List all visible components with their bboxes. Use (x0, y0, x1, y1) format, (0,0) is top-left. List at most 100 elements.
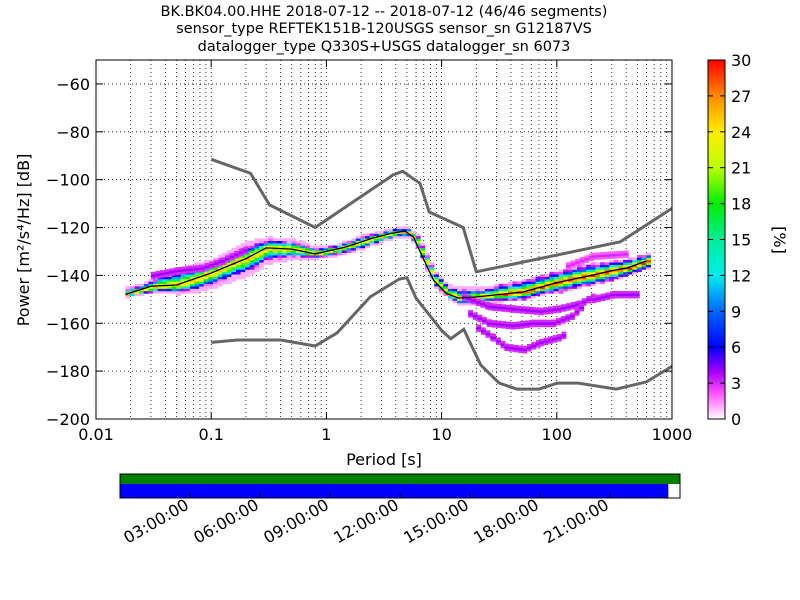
psd-heatmap-cell (263, 250, 269, 253)
psd-heatmap-cell (268, 252, 274, 256)
psd-outlier-cell (520, 325, 526, 329)
psd-heatmap-cell (277, 250, 283, 253)
psd-heatmap-cell (553, 286, 559, 289)
psd-heatmap-cell (388, 238, 393, 241)
psd-heatmap-cell (392, 233, 398, 237)
psd-heatmap-cell (254, 262, 260, 265)
psd-outlier-cell (185, 270, 191, 274)
psd-outlier-cell (484, 306, 490, 310)
psd-heatmap-cell (604, 267, 610, 270)
psd-heatmap-cell (374, 231, 380, 234)
psd-heatmap-cell (567, 286, 573, 289)
psd-heatmap-cell (604, 274, 610, 277)
psd-heatmap-cell (365, 235, 370, 239)
psd-heatmap-cell (180, 286, 186, 289)
psd-outlier-cell (531, 322, 537, 325)
psd-heatmap-cell (627, 264, 633, 268)
psd-outlier-cell (591, 257, 597, 261)
psd-heatmap-cell (498, 298, 504, 301)
psd-heatmap-cell (503, 293, 509, 297)
psd-heatmap-cell (397, 235, 403, 239)
psd-heatmap-cell (535, 283, 541, 287)
psd-outlier-cell (565, 262, 571, 265)
psd-heatmap-cell (457, 298, 463, 301)
psd-heatmap-cell (240, 262, 246, 265)
psd-heatmap-cell (558, 278, 564, 282)
psd-heatmap-cell (249, 240, 255, 244)
psd-heatmap-cell (553, 283, 559, 287)
psd-heatmap-cell (576, 274, 582, 277)
psd-heatmap-cell (512, 283, 518, 287)
psd-outlier-cell (614, 251, 620, 254)
psd-outlier-cell (174, 269, 179, 273)
psd-heatmap-cell (600, 267, 605, 270)
psd-outlier-cell (505, 321, 511, 325)
psd-outlier-cell (513, 349, 519, 353)
psd-heatmap-cell (199, 286, 205, 289)
psd-heatmap-cell (600, 281, 605, 285)
psd-heatmap-cell (199, 283, 205, 287)
psd-outlier-cell (510, 324, 516, 328)
psd-heatmap-cell (457, 293, 463, 297)
psd-heatmap-cell (576, 286, 582, 289)
psd-heatmap-cell (277, 238, 283, 241)
psd-heatmap-cell (199, 262, 205, 265)
psd-heatmap-cell (240, 276, 246, 280)
psd-heatmap-cell (355, 247, 361, 251)
psd-heatmap-cell (618, 259, 624, 263)
psd-heatmap-cell (457, 288, 463, 292)
psd-outlier-cell (501, 304, 507, 308)
psd-heatmap-cell (295, 255, 301, 258)
psd-heatmap-cell (245, 240, 251, 244)
psd-heatmap-cell (286, 245, 292, 249)
psd-heatmap-cell (217, 271, 223, 275)
psd-heatmap-cell (489, 295, 495, 299)
colorbar: 0 3 6 9 12 15 18 21 24 27 30 [%] (707, 51, 789, 429)
psd-outlier-cell (616, 295, 622, 299)
colorbar-label: [%] (770, 226, 789, 254)
psd-heatmap-cell (480, 293, 486, 297)
psd-outlier-cell (174, 272, 179, 275)
psd-heatmap-cell (240, 269, 246, 273)
psd-heatmap-cell (484, 300, 490, 304)
psd-heatmap-cell (259, 252, 264, 256)
psd-heatmap-cell (494, 300, 499, 304)
psd-heatmap-cell (208, 278, 214, 282)
psd-heatmap-cell (259, 240, 264, 244)
psd-outlier-cell (213, 264, 219, 268)
psd-heatmap-cell (558, 269, 564, 273)
nhnm-line (210, 157, 672, 274)
psd-heatmap-cell (259, 255, 264, 258)
psd-outlier-cell (169, 268, 175, 272)
psd-outlier-cell (150, 276, 156, 280)
psd-outlier-cell (561, 334, 567, 337)
psd-outlier-cell (579, 261, 585, 265)
psd-heatmap-cell (185, 276, 191, 280)
psd-outlier-cell (155, 275, 161, 279)
psd-heatmap-cell (355, 240, 361, 244)
psd-outlier-cell (584, 255, 590, 259)
psd-outlier-cell (543, 307, 549, 310)
psd-outlier-cell (505, 323, 511, 327)
psd-outlier-cell (481, 321, 487, 325)
psd-heatmap-cell (291, 245, 297, 249)
psd-heatmap-cell (374, 243, 380, 246)
psd-outlier-cell (574, 308, 580, 311)
psd-heatmap-cell (295, 252, 301, 256)
psd-heatmap-cell (392, 235, 398, 239)
psd-heatmap-cell (217, 255, 223, 258)
psd-heatmap-cell (576, 278, 582, 282)
psd-heatmap-cell (323, 255, 329, 258)
psd-heatmap-cell (300, 257, 306, 261)
psd-heatmap-cell (166, 276, 172, 280)
psd-heatmap-cell (286, 238, 292, 241)
psd-outlier-cell (468, 310, 474, 313)
psd-heatmap-cell (471, 286, 476, 289)
psd-heatmap-cell (503, 295, 509, 299)
psd-heatmap-cell (254, 238, 260, 241)
psd-outlier-cell (531, 319, 537, 323)
psd-heatmap-cell (572, 271, 578, 275)
psd-outlier-cell (501, 306, 507, 310)
psd-outlier-cell (496, 308, 502, 312)
x-tick-label: 0.1 (198, 425, 223, 444)
